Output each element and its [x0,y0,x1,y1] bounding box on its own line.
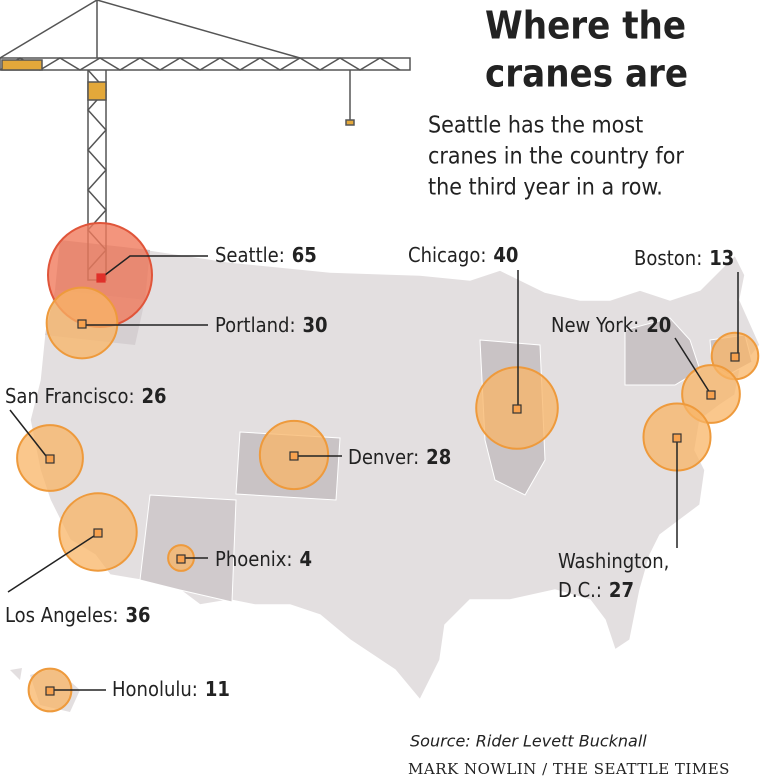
city-value: 65 [292,243,317,267]
city-label: Boston: 13 [634,246,734,270]
city-label: New York: 20 [551,313,671,337]
city-label: Washington, [558,549,669,573]
subtitle: cranes in the country for [428,144,684,170]
city-name: Phoenix: [215,547,292,571]
city-name: Boston: [634,246,702,270]
city-name: Seattle: [215,243,285,267]
city-name: Los Angeles: [5,603,119,627]
city-marker [93,528,103,538]
city-label: Denver: 28 [348,445,451,469]
city-marker [289,451,299,461]
city-name: New York: [551,313,639,337]
city-marker [512,404,522,414]
city-label: Phoenix: 4 [215,547,312,571]
leader-line [674,337,711,394]
title: Where the [485,4,686,48]
city-name: Honolulu: [112,677,198,701]
credit: MARK NOWLIN / THE SEATTLE TIMES [408,760,730,778]
city-marker [45,454,55,464]
city-value: 30 [303,313,328,337]
city-value: 27 [609,578,634,602]
city-marker [77,319,87,329]
subtitle: Seattle has the most [428,113,643,139]
title: cranes are [485,52,688,96]
city-marker [96,273,106,283]
city-value: 36 [126,603,151,627]
city-name: San Francisco: [5,384,135,408]
city-label: Seattle: 65 [215,243,317,267]
leader-line [9,409,51,462]
city-name: Chicago: [408,243,486,267]
city-value: 28 [426,445,451,469]
city-value: 4 [299,547,312,571]
city-label: Chicago: 40 [408,243,518,267]
city-marker [730,352,740,362]
leader-line [100,255,208,279]
city-value: 26 [142,384,167,408]
city-label: Honolulu: 11 [112,677,230,701]
city-name: D.C.: [558,578,602,602]
city-value: 40 [493,243,518,267]
city-value: 11 [205,677,230,701]
city-marker [672,433,682,443]
city-name: Portland: [215,313,296,337]
subtitle: the third year in a row. [428,175,663,201]
city-marker [706,390,716,400]
source: Source: Rider Levett Bucknall [410,732,647,751]
leader-line [7,533,98,593]
city-name: Denver: [348,445,419,469]
city-label: D.C.: 27 [558,578,634,602]
city-marker [45,686,55,696]
bubbles: Seattle: 65 Portland: 30 San Francisco: 26 Los… [5,222,760,713]
city-marker [176,554,186,564]
city-label: Portland: 30 [215,313,328,337]
city-label: Los Angeles: 36 [5,603,151,627]
city-value: 13 [709,246,734,270]
city-label: San Francisco: 26 [5,384,167,408]
crane [0,0,411,281]
city-value: 20 [646,313,671,337]
city-name: Washington, [558,549,669,573]
